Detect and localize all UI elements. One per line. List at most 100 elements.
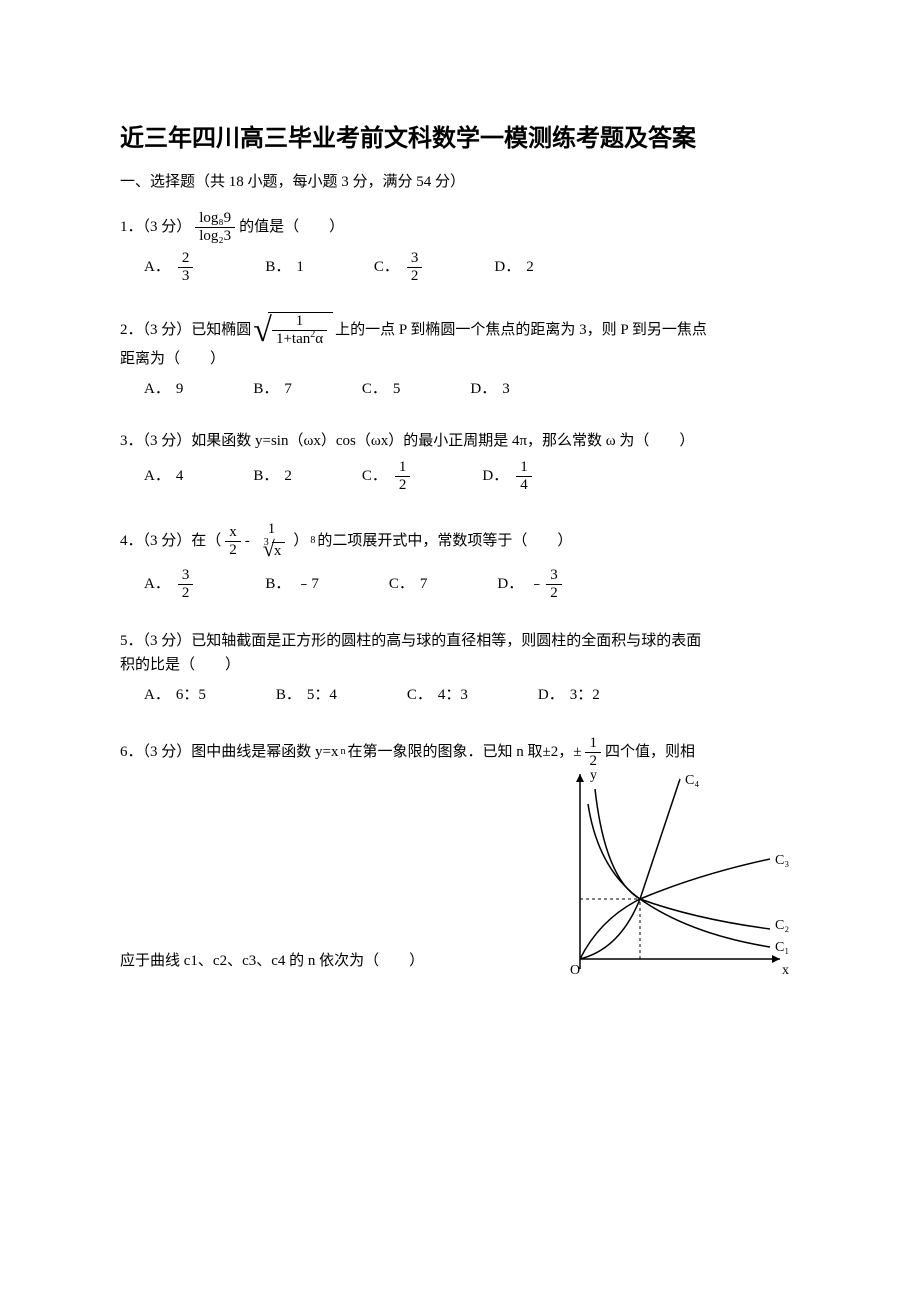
- q1-opt-d: D． 2: [494, 250, 533, 284]
- q3-c-label: C．: [362, 464, 387, 488]
- q3-a-label: A．: [144, 464, 170, 488]
- q2-suffix2: 距离为（ ）: [120, 347, 800, 371]
- q2-b-text: 7: [284, 377, 292, 401]
- x-label: x: [782, 963, 789, 978]
- q4-opt-a: A． 32: [144, 567, 195, 601]
- sqrt-sign: √: [253, 314, 272, 349]
- q4-d-label: D．: [497, 572, 523, 596]
- q4-opt-c: C．7: [389, 567, 428, 601]
- q2-opt-a: A．9: [144, 377, 183, 401]
- q1-c-frac: 3 2: [407, 250, 423, 284]
- q4-d-neg: ﹣: [529, 572, 544, 596]
- q4-b-label: B．: [265, 572, 290, 596]
- q4-close-paren: ）: [293, 529, 308, 553]
- q3-d-label: D．: [482, 464, 508, 488]
- q3-opt-c: C． 12: [362, 459, 413, 493]
- q4-c-label: C．: [389, 572, 414, 596]
- q1-a-frac-den: 3: [178, 267, 194, 285]
- q3-opt-d: D． 14: [482, 459, 533, 493]
- q1-suffix: 的值是（ ）: [239, 215, 344, 239]
- q5-opt-b: B．5：4: [276, 683, 337, 707]
- q4-a-num: 3: [178, 567, 194, 584]
- q5-opt-c: C．4：3: [407, 683, 468, 707]
- c3-label: C₃: [775, 853, 789, 868]
- q4-d-den: 2: [546, 584, 562, 602]
- q5-options: A．6：5 B．5：4 C．4：3 D．3：2: [144, 683, 800, 707]
- q2-options: A．9 B．7 C．5 D．3: [144, 377, 800, 401]
- q1-b-text: 1: [296, 255, 304, 279]
- q2-sqrt-body: 1 1+tan2α: [268, 312, 333, 347]
- q5-b-label: B．: [276, 683, 301, 707]
- q5-opt-d: D．3：2: [538, 683, 600, 707]
- q5-opt-a: A．6：5: [144, 683, 206, 707]
- origin-label: O: [570, 963, 580, 978]
- q2-c-label: C．: [362, 377, 387, 401]
- q5-c-text: 4：3: [438, 683, 468, 707]
- q4-frac1-num: x: [225, 524, 241, 541]
- q4-options: A． 32 B．﹣7 C．7 D． ﹣ 32: [144, 567, 800, 601]
- q3-b-label: B．: [253, 464, 278, 488]
- q1-c-label: C．: [374, 255, 399, 279]
- q5-b-text: 5：4: [307, 683, 337, 707]
- q3-c-num: 1: [395, 459, 411, 476]
- q4-suffix: 的二项展开式中，常数项等于（ ）: [317, 529, 572, 553]
- q3-b-text: 2: [284, 464, 292, 488]
- q3-text: 3．（3 分）如果函数 y=sin（ωx）cos（ωx）的最小正周期是 4π，那…: [120, 429, 800, 453]
- q3-c-frac: 12: [395, 459, 411, 493]
- q3-opt-b: B．2: [253, 459, 292, 493]
- q5-line2: 积的比是（ ）: [120, 653, 800, 677]
- q4-cuberoot-idx: 3: [264, 537, 269, 548]
- section-header: 一、选择题（共 18 小题，每小题 3 分，满分 54 分）: [120, 170, 800, 194]
- c4-label: C₄: [685, 773, 699, 788]
- q2-sqrt: √ 1 1+tan2α: [253, 312, 333, 347]
- q4-opt-d: D． ﹣ 32: [497, 567, 563, 601]
- q2-b-label: B．: [253, 377, 278, 401]
- q2-prefix: 2．（3 分）已知椭圆: [120, 318, 251, 342]
- q2-sqrt-num: 1: [292, 313, 308, 330]
- q1-fraction: log₈9 log₂3: [195, 210, 235, 244]
- question-5: 5．（3 分）已知轴截面是正方形的圆柱的高与球的直径相等，则圆柱的全面积与球的表…: [120, 629, 800, 707]
- q1-options: A． 2 3 B． 1 C． 3 2 D． 2: [144, 250, 800, 284]
- q2-opt-d: D．3: [470, 377, 509, 401]
- q1-d-text: 2: [526, 255, 534, 279]
- q6-graph: O y x C₄ C₃ C₂ C₁: [520, 759, 800, 989]
- x-axis-arrow: [772, 955, 780, 963]
- q6-frac-den: 2: [585, 752, 601, 770]
- q1-prefix: 1．（3 分）: [120, 215, 191, 239]
- q4-prefix: 4．（3 分）在（: [120, 529, 221, 553]
- q4-frac1: x 2: [225, 524, 241, 558]
- question-1: 1．（3 分） log₈9 log₂3 的值是（ ） A． 2 3 B． 1 C…: [120, 210, 800, 284]
- question-6: 6．（3 分）图中曲线是幂函数 y=xn 在第一象限的图象．已知 n 取±2，±…: [120, 735, 800, 989]
- q2-c-text: 5: [393, 377, 401, 401]
- q3-a-text: 4: [176, 464, 184, 488]
- q4-frac2-den: 3 √ x: [254, 538, 290, 562]
- q2-sqrt-den: 1+tan2α: [272, 330, 327, 348]
- q4-a-den: 2: [178, 584, 194, 602]
- q2-d-text: 3: [502, 377, 510, 401]
- q5-d-label: D．: [538, 683, 564, 707]
- q6-mid2: 四个值，则相: [605, 740, 695, 764]
- q4-cuberoot-body: x: [272, 542, 286, 560]
- q2-sqrt-den-pre: 1+tan: [276, 331, 310, 347]
- q1-opt-b: B． 1: [265, 250, 304, 284]
- q4-d-frac: 32: [546, 567, 562, 601]
- q2-a-text: 9: [176, 377, 184, 401]
- q1-a-frac-num: 2: [178, 250, 194, 267]
- y-label: y: [590, 768, 597, 783]
- q3-d-frac: 14: [516, 459, 532, 493]
- q2-sqrt-frac: 1 1+tan2α: [272, 313, 327, 347]
- q5-a-label: A．: [144, 683, 170, 707]
- question-2: 2．（3 分）已知椭圆 √ 1 1+tan2α 上的一点 P 到椭圆一个焦点的距…: [120, 312, 800, 401]
- q4-opt-b: B．﹣7: [265, 567, 319, 601]
- c1-label: C₁: [775, 940, 789, 955]
- q1-opt-a: A． 2 3: [144, 250, 195, 284]
- q1-c-frac-num: 3: [407, 250, 423, 267]
- q2-opt-c: C．5: [362, 377, 401, 401]
- q3-opt-a: A．4: [144, 459, 183, 493]
- q1-b-label: B．: [265, 255, 290, 279]
- q4-a-frac: 32: [178, 567, 194, 601]
- q2-a-label: A．: [144, 377, 170, 401]
- q5-line1: 5．（3 分）已知轴截面是正方形的圆柱的高与球的直径相等，则圆柱的全面积与球的表…: [120, 629, 800, 653]
- q1-a-label: A．: [144, 255, 170, 279]
- q3-options: A．4 B．2 C． 12 D． 14: [144, 459, 800, 493]
